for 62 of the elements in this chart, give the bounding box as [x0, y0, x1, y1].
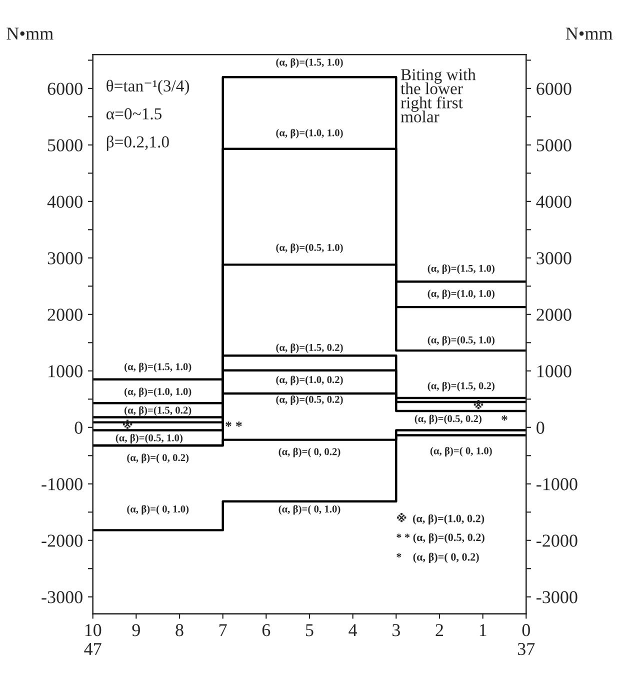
- y2-tick-label: 0: [536, 422, 544, 434]
- annotation: Biting with the lower right first molar: [400, 68, 476, 122]
- y2-tick-label: 1000: [537, 365, 572, 378]
- x-tick-label: 5: [306, 624, 314, 636]
- y-tick-label: 1000: [48, 365, 82, 378]
- y2-tick-label: 5000: [536, 139, 572, 152]
- x-tick-label: 6: [262, 624, 270, 636]
- y-tick-label: 6000: [48, 82, 82, 95]
- annotation: (α, β)=(1.5, 1.0): [428, 264, 494, 274]
- annotation: (α, β)=(0.5, 1.0): [428, 336, 494, 346]
- y2-tick-label: 6000: [536, 82, 572, 95]
- annotation: *: [502, 415, 508, 421]
- y-tick-label: -3000: [42, 591, 82, 604]
- y2-tick-label: -2000: [536, 534, 578, 547]
- x-tick-label: 1: [480, 624, 486, 636]
- annotation: * (α, β)=( 0, 0.2): [396, 552, 479, 563]
- x-tick-label: 7: [220, 624, 227, 636]
- y2-tick-label: 3000: [536, 252, 572, 264]
- x-tick-label: 3: [392, 624, 400, 636]
- annotation: (α, β)=( 0, 1.0): [127, 505, 189, 515]
- annotation: (α, β)=( 0, 0.2): [127, 454, 189, 464]
- annotation: (α, β)=(0.5, 0.2): [276, 395, 343, 406]
- x-tick-label: 4: [348, 624, 358, 636]
- y2-tick-label: -3000: [536, 591, 578, 604]
- y-tick-label: 3000: [48, 252, 82, 264]
- annotation: (α, β)=(1.5, 0.2): [124, 406, 192, 416]
- y-tick-label: -2000: [42, 534, 82, 547]
- y-axis-title: N•mm: [6, 28, 54, 40]
- annotation: θ=tan⁻¹(3/4): [106, 80, 190, 95]
- annotation: (α, β)=(1.5, 0.2): [428, 382, 494, 392]
- annotation: (α, β)=(1.5, 1.0): [124, 362, 192, 372]
- annotation: * *: [226, 422, 242, 427]
- y-tick-label: 2000: [48, 308, 82, 321]
- annotation: (α, β)=( 0, 1.0): [430, 446, 492, 456]
- annotation: * * (α, β)=(0.5, 0.2): [396, 533, 484, 544]
- y2-tick-label: 2000: [536, 308, 572, 321]
- annotation: (α, β)=(0.5, 0.2): [414, 414, 482, 424]
- y2-axis-title: N•mm: [566, 28, 613, 40]
- x-tick-label: 8: [176, 624, 184, 636]
- annotation: β=0.2,1.0: [106, 136, 169, 151]
- y2-tick-label: -1000: [536, 478, 578, 490]
- annotation: (α, β)=(1.0, 0.2): [276, 376, 343, 386]
- x-tick-label: 2: [436, 624, 444, 636]
- x-tick-label: 10 47: [84, 624, 102, 655]
- x-tick-label: 9: [132, 624, 140, 636]
- annotation: (α, β)=(1.0, 1.0): [124, 388, 192, 398]
- y2-tick-label: 4000: [536, 196, 572, 208]
- annotation: (α, β)=(0.5, 1.0): [276, 244, 343, 254]
- annotation: (α, β)=(1.0, 1.0): [428, 290, 494, 300]
- y-tick-label: -1000: [42, 478, 82, 490]
- annotation: (α, β)=( 0, 0.2): [278, 448, 340, 458]
- x-tick-label: 0 37: [518, 624, 535, 656]
- annotation: ※ (α, β)=(1.0, 0.2): [396, 512, 484, 525]
- annotation: (α, β)=(1.5, 1.0): [276, 58, 343, 68]
- annotation: (α, β)=(1.5, 0.2): [276, 344, 343, 354]
- annotation: (α, β)=(1.0, 1.0): [276, 128, 343, 138]
- annotation: (α, β)=(0.5, 1.0): [116, 434, 183, 444]
- annotation: (α, β)=( 0, 1.0): [278, 505, 340, 515]
- y-tick-label: 0: [74, 422, 82, 434]
- y-tick-label: 5000: [48, 139, 82, 152]
- y-tick-label: 4000: [47, 196, 82, 208]
- annotation: α=0~1.5: [106, 108, 162, 120]
